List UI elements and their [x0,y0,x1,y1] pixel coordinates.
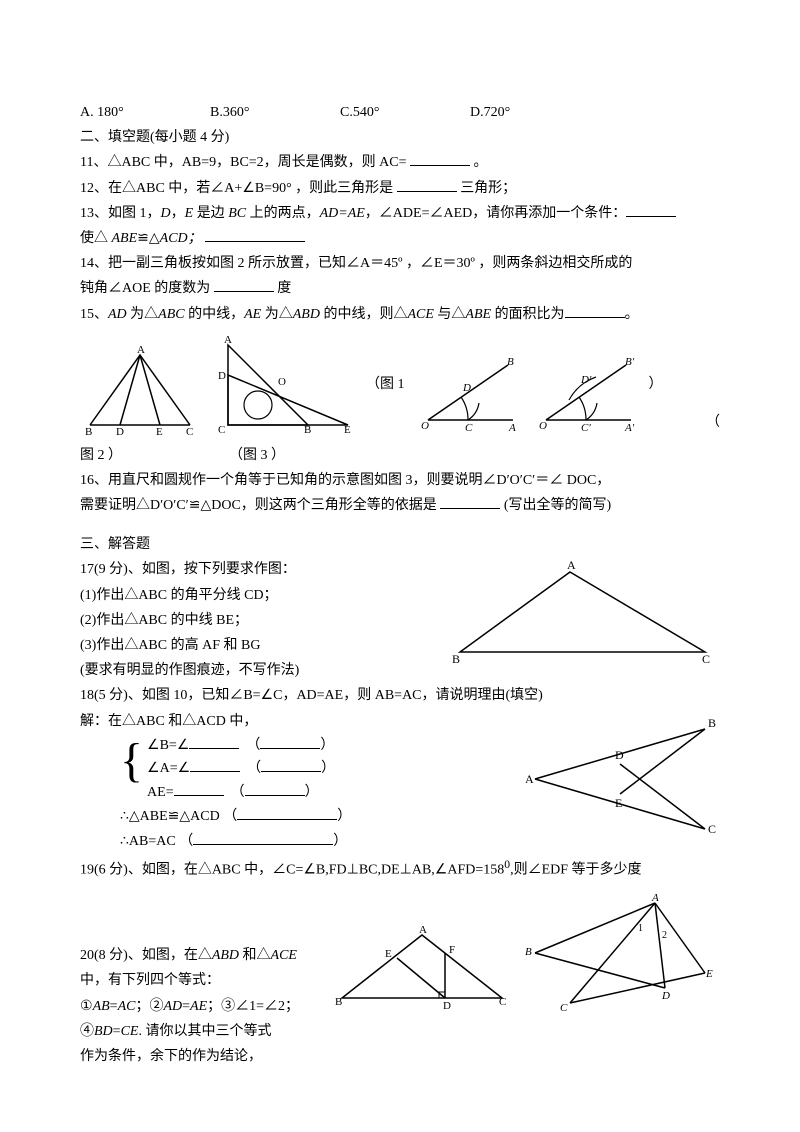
q11-blank [410,151,470,166]
svg-text:F: F [449,944,455,956]
svg-text:B: B [85,426,92,438]
figure-3-left: O C A D B [413,355,523,435]
q10-opt-b: B.360° [210,100,340,125]
q14-line2: 钝角∠AOE 的度数为 度 [80,276,720,301]
svg-text:O: O [539,420,547,432]
q16-line2: 需要证明△D′O′C′≌△DOC，则这两个三角形全等的依据是 (写出全等的简写) [80,493,720,518]
figure-3-right: O C′ A′ D′ B′ [531,355,641,435]
q13-blank1 [626,202,676,217]
svg-text:D: D [443,1000,451,1012]
q15: 15、AD 为△ABC 的中线，AE 为△ABD 的中线，则△ACE 与△ABE… [80,302,720,327]
svg-text:C: C [186,426,193,438]
q12: 12、在△ABC 中，若∠A+∠B=90° ，则此三角形是 三角形； [80,176,720,201]
paren-open: （ [706,410,720,435]
q11: 11、△ABC 中，AB=9，BC=2，周长是偶数，则 AC= 。 [80,150,720,175]
svg-text:O: O [278,376,286,388]
svg-text:A: A [508,422,516,434]
q16-blank [440,494,500,509]
figure-2: A D O C B E [208,335,358,435]
svg-text:E: E [156,426,163,438]
svg-text:C: C [465,422,473,434]
svg-text:C′: C′ [581,422,591,434]
q13-blank2 [205,227,305,242]
q10-choices: A. 180° B.360° C.540° D.720° [80,100,720,125]
fig1-caption-b: ） [649,372,663,397]
svg-text:E: E [344,424,351,436]
q17: 17(9 分)、如图，按下列要求作图： (1)作出△ABC 的角平分线 CD； … [80,557,720,683]
svg-text:E: E [615,796,622,810]
svg-text:A: A [525,772,534,786]
svg-text:B′: B′ [625,356,635,368]
section2-title: 二、填空题(每小题 4 分) [80,125,720,150]
svg-text:E: E [705,968,713,980]
svg-text:A: A [651,892,659,904]
q11-suffix: 。 [474,155,488,170]
q19: 19(6 分)、如图，在△ABC 中，∠C=∠B,FD⊥BC,DE⊥AB,∠AF… [80,854,720,883]
svg-text:B: B [525,946,532,958]
q18-body: 解：在△ABC 和△ACD 中， { ∠B=∠ （） ∠A=∠ （） AE= （… [80,709,720,855]
q15-blank [565,303,625,318]
svg-text:1: 1 [638,923,643,934]
q13: 13、如图 1，D，E 是边 BC 上的两点，AD=AE，∠ADE=∠AED，请… [80,201,720,226]
q14-line1: 14、把一副三角板按如图 2 所示放置，已知∠A＝45º ，∠E＝30º ，则两… [80,251,720,276]
svg-text:C: C [560,1002,568,1014]
q10-opt-a: A. 180° [80,100,210,125]
svg-text:A′: A′ [624,422,635,434]
fig-captions: 图 2 ） （图 3 ） [80,443,720,468]
svg-text:C: C [702,652,710,666]
figure-1: A B D E C [80,345,200,435]
svg-text:B: B [452,652,460,666]
q14-blank [214,277,274,292]
figure-q20: A B C D E 1 2 [520,893,720,1013]
figure-q17: A B C [440,557,720,667]
svg-text:A: A [224,334,232,346]
q20: 20(8 分)、如图，在△ABD 和△ACE 中，有下列四个等式： ①AB=AC… [80,893,720,1069]
q10-opt-d: D.720° [470,100,510,125]
svg-text:D: D [116,426,124,438]
q12-prefix: 12、在△ABC 中，若∠A+∠B=90° ，则此三角形是 [80,181,393,196]
section3-title: 三、解答题 [80,532,720,557]
q16-line1: 16、用直尺和圆规作一个角等于已知角的示意图如图 3，则要说明∠D′O′C′＝∠… [80,468,720,493]
q11-prefix: 11、△ABC 中，AB=9，BC=2，周长是偶数，则 AC= [80,155,407,170]
svg-text:B: B [335,996,342,1008]
svg-text:B: B [507,356,514,368]
svg-text:C: C [499,996,506,1008]
svg-text:D: D [462,382,471,394]
svg-text:A: A [137,344,145,356]
svg-text:2: 2 [662,930,667,941]
svg-text:C: C [218,424,225,436]
svg-text:B: B [304,424,311,436]
q18-line1: 18(5 分)、如图 10，已知∠B=∠C，AD=AE，则 AB=AC，请说明理… [80,683,720,708]
svg-text:C: C [708,822,716,836]
svg-text:A: A [419,924,427,936]
q12-blank [397,177,457,192]
figure-q19: A B C D E F [327,923,517,1013]
svg-text:D: D [661,990,670,1002]
fig1-caption-a: （图 1 [366,372,405,397]
q10-opt-c: C.540° [340,100,470,125]
svg-text:B: B [708,716,716,730]
svg-text:E: E [385,948,392,960]
figure-row: A B D E C A D O C B E （图 1 O C A D B O C… [80,335,720,435]
svg-text:O: O [421,420,429,432]
q13-line2: 使△ ABE≌△ACD； [80,226,720,251]
q12-suffix: 三角形； [460,181,516,196]
svg-text:A: A [567,558,576,572]
svg-text:D′: D′ [580,374,592,386]
figure-q18: A B C D E [520,709,720,839]
svg-text:D: D [615,748,624,762]
svg-text:D: D [218,370,226,382]
